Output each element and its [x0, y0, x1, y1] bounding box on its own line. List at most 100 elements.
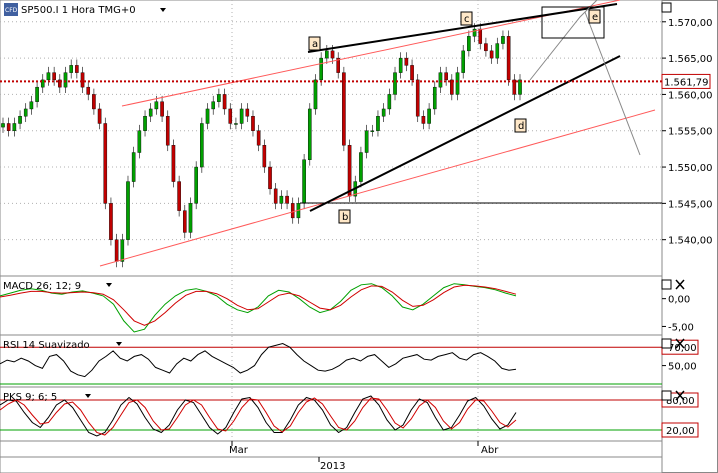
candle-body [461, 50, 465, 73]
candle-body [160, 101, 164, 117]
year-label: 2013 [320, 461, 345, 472]
chevron-down-icon[interactable] [116, 342, 122, 346]
close-icon[interactable] [675, 279, 685, 290]
candle-body [273, 188, 278, 204]
wave-label-box [514, 118, 527, 133]
price-series [1, 23, 522, 268]
macd-panel [0, 275, 663, 336]
pks-d-line [0, 397, 517, 436]
projection-up-line [529, 0, 598, 81]
price-axis: 1.570,00 1.565,00 1.560,00 1.555,00 1.550,00… [662, 18, 713, 247]
candle-body [137, 130, 142, 153]
cfd-logo-text: CFD [5, 7, 18, 14]
candle-body [501, 36, 505, 44]
pks-title[interactable]: PKS 9; 6; 5 [3, 392, 57, 403]
macd-signal-line [0, 284, 517, 326]
candle-body [450, 79, 454, 95]
candle-body [211, 101, 216, 110]
rsi-tick-label: 70,00 [668, 343, 697, 354]
close-icon[interactable] [675, 338, 685, 349]
candle-body [410, 65, 414, 81]
candle-body [370, 130, 375, 132]
rsi-line [0, 342, 517, 378]
macd-line [0, 283, 517, 333]
year-axis-band [0, 456, 663, 473]
macd-tick-label: -5,00 [668, 322, 694, 333]
pks-tick-label: 80,00 [666, 396, 695, 407]
candle-body [228, 108, 233, 124]
candle-body [290, 203, 295, 219]
candle-body [114, 239, 119, 262]
candle-body [80, 72, 85, 88]
chevron-down-icon[interactable] [85, 394, 91, 398]
candle-body [404, 57, 409, 66]
candle-body [217, 94, 221, 102]
candle-body [245, 108, 250, 117]
pks-k-line [0, 395, 517, 437]
wave-label-d: d [518, 121, 524, 132]
candle-body [126, 181, 130, 240]
candle-body [40, 79, 45, 88]
price-tick-label: 1.565,00 [668, 54, 713, 65]
candle-body [325, 50, 329, 59]
symbol-label[interactable]: SP500.I 1 Hora TMG+0 [21, 5, 136, 16]
candle-body [393, 72, 397, 95]
candle-body [455, 72, 460, 95]
candle-body [120, 239, 125, 262]
candle-body [18, 116, 22, 124]
candle-body [484, 43, 488, 52]
candle-body [342, 72, 346, 146]
candle-body [23, 108, 28, 117]
candle-body [313, 79, 318, 110]
wave-label-b: b [342, 212, 348, 223]
candle-body [75, 65, 79, 73]
rsi-tick-label: 50,00 [668, 362, 697, 373]
price-panel [0, 0, 663, 277]
candle-body [177, 181, 181, 211]
candle-body [330, 50, 335, 59]
candle-body [46, 72, 51, 81]
maximize-icon[interactable] [661, 390, 672, 401]
month-label-mar: Mar [229, 445, 249, 456]
candle-body [86, 86, 91, 95]
price-tick-label: 1.560,00 [668, 90, 713, 101]
wave-label-e: e [592, 12, 598, 23]
candle-body [398, 57, 403, 73]
target-box [541, 6, 605, 39]
chevron-down-icon[interactable] [106, 283, 112, 287]
price-tick-label: 1.550,00 [668, 163, 713, 174]
channel-upper-line [121, 0, 621, 107]
maximize-icon[interactable] [661, 338, 672, 349]
candle-body [183, 210, 187, 233]
symbol-header[interactable]: CFD SP500.I 1 Hora TMG+0 [4, 3, 166, 16]
current-price-text: 1.561,79 [664, 77, 709, 88]
candle-body [131, 152, 136, 182]
panel-controls[interactable] [661, 2, 685, 401]
maximize-icon[interactable] [661, 279, 672, 290]
candle-body [234, 123, 238, 125]
macd-title[interactable]: MACD 26; 12; 9 [3, 281, 81, 292]
rsi-series [0, 342, 662, 385]
channel-lower-line [99, 109, 656, 267]
rsi-title[interactable]: RSI 14 Suavizado [3, 340, 90, 351]
candle-body [12, 123, 17, 131]
wave-label-a: a [312, 39, 318, 50]
candle-body [364, 130, 369, 153]
candle-body [512, 79, 517, 95]
candle-body [438, 72, 443, 88]
candle-body [302, 159, 306, 204]
close-icon[interactable] [675, 390, 685, 401]
maximize-icon[interactable] [661, 2, 672, 13]
candle-body [495, 43, 500, 59]
candle-body [279, 195, 284, 204]
pks-tick-label: 20,00 [666, 426, 695, 437]
chevron-down-icon[interactable] [160, 8, 166, 12]
candle-body [319, 57, 323, 81]
price-tick-label: 1.545,00 [668, 199, 713, 210]
wave-label-box [588, 9, 601, 24]
candle-body [478, 28, 483, 44]
macd-axis: 0,00 -5,00 [662, 295, 694, 333]
month-label-abr: Abr [481, 445, 499, 456]
candle-body [239, 108, 244, 124]
